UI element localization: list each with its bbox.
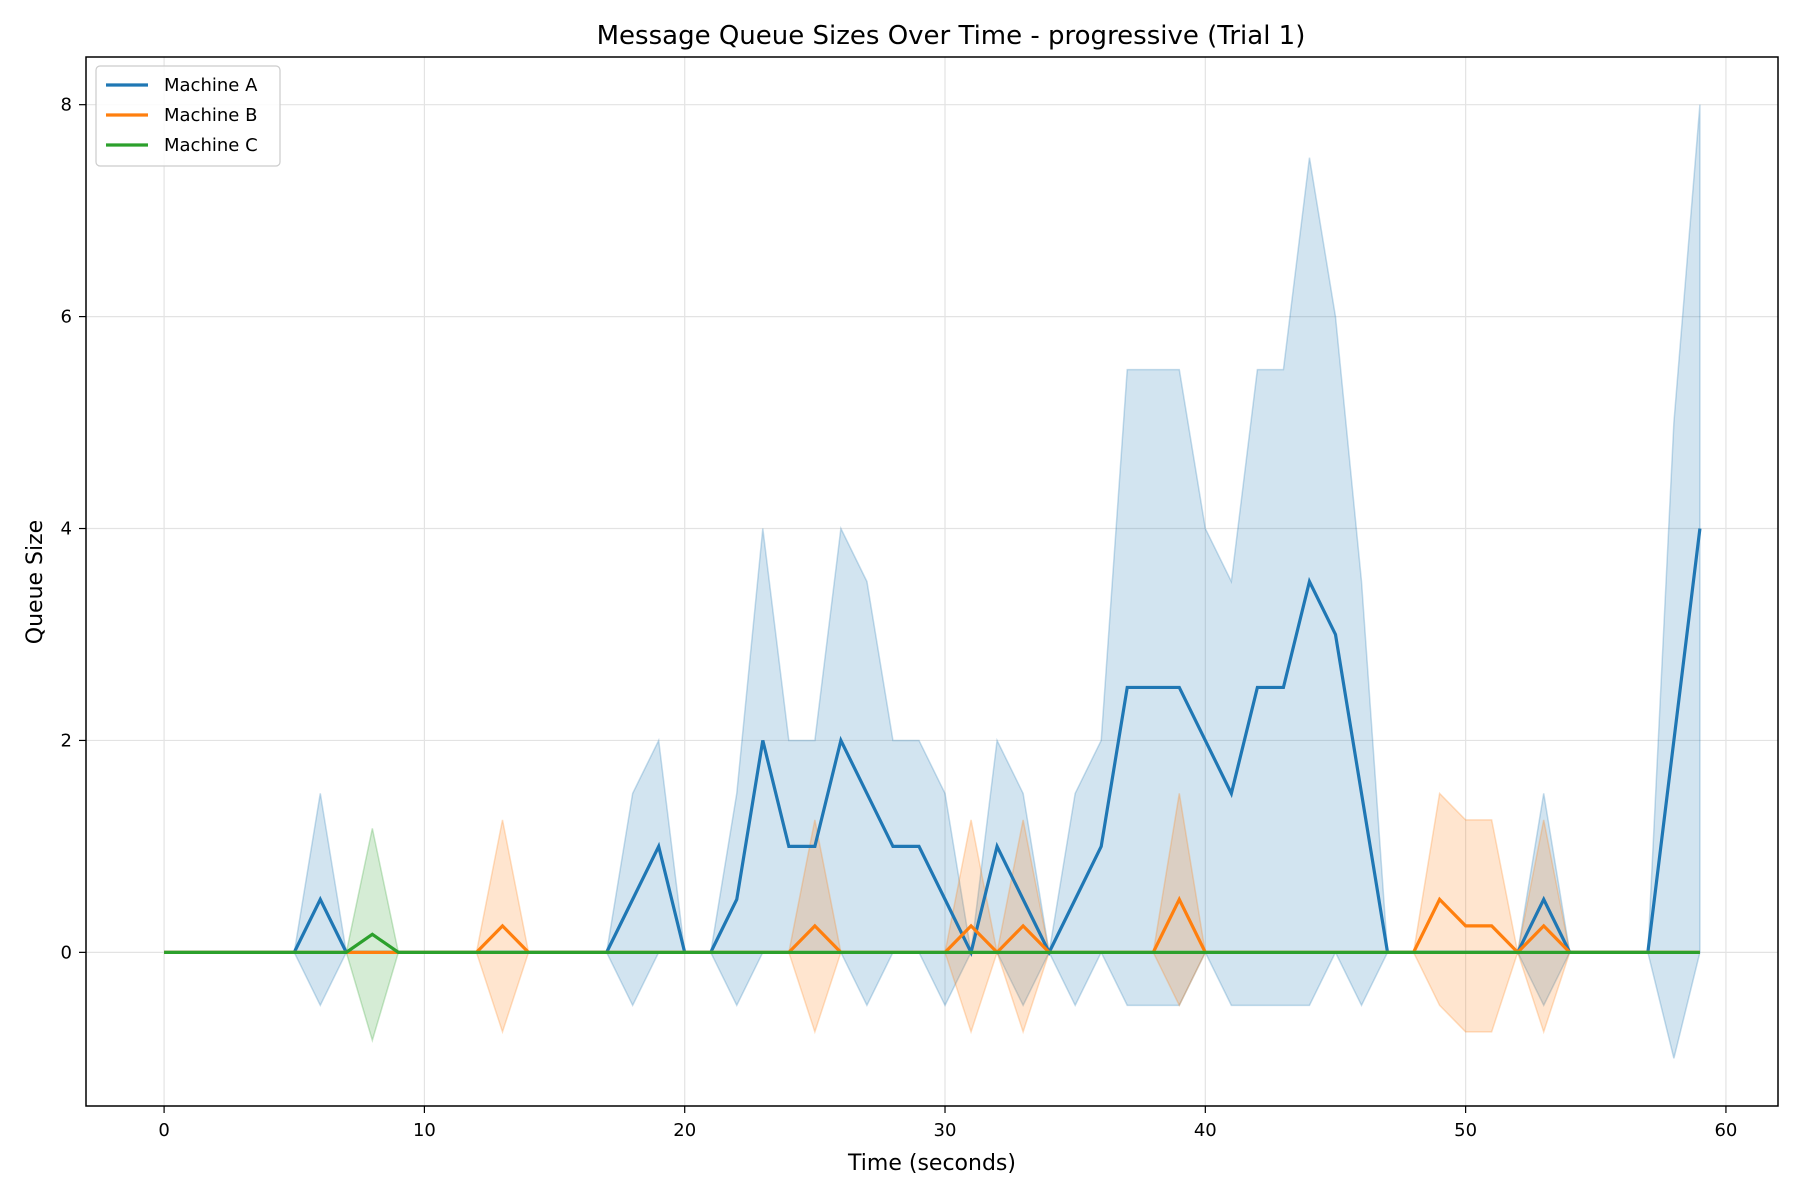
line-machine-c bbox=[164, 932, 1700, 954]
x-tick-label: 40 bbox=[1194, 1120, 1217, 1141]
y-tick-label: 6 bbox=[61, 307, 72, 328]
y-axis-ticks: 0 2 4 6 8 bbox=[61, 95, 86, 963]
legend-label: Machine B bbox=[164, 105, 257, 126]
y-tick-label: 0 bbox=[61, 942, 72, 963]
series-lines bbox=[164, 528, 1702, 958]
x-axis-label: Time (seconds) bbox=[847, 1151, 1016, 1176]
x-tick-label: 60 bbox=[1714, 1120, 1737, 1141]
plot-frame bbox=[85, 56, 1779, 1107]
x-tick-label: 30 bbox=[934, 1120, 957, 1141]
x-tick-label: 20 bbox=[673, 1120, 696, 1141]
chart-title: Message Queue Sizes Over Time - progress… bbox=[597, 21, 1306, 51]
x-tick-label: 50 bbox=[1454, 1120, 1477, 1141]
x-tick-label: 0 bbox=[158, 1120, 169, 1141]
y-tick-label: 2 bbox=[61, 730, 72, 751]
y-tick-label: 4 bbox=[61, 519, 72, 540]
legend-label: Machine A bbox=[164, 75, 258, 96]
grid-layer bbox=[86, 57, 1778, 1106]
y-axis-label: Queue Size bbox=[23, 520, 48, 644]
x-axis-ticks: 0 10 20 30 40 50 60 bbox=[158, 1106, 1737, 1141]
legend-box bbox=[95, 65, 281, 167]
legend: Machine A Machine B Machine C bbox=[95, 65, 281, 167]
y-tick-label: 8 bbox=[61, 95, 72, 116]
legend-label: Machine C bbox=[164, 135, 258, 156]
x-tick-label: 10 bbox=[413, 1120, 436, 1141]
